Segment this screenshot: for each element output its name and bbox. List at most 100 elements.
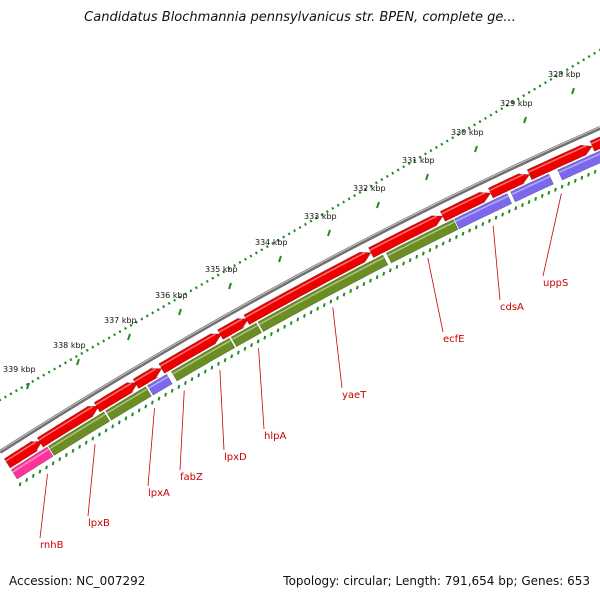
ruler-dot (3, 395, 7, 399)
ruler-dot (418, 155, 422, 159)
inner-tick (580, 175, 584, 180)
gene-labels: uppS cdsA ecfE yaeT hlpA lpxD fabZ lpxA lpxB rnhB (39, 193, 568, 551)
ruler-dot (576, 61, 580, 65)
inner-tick (336, 296, 339, 301)
inner-tick (65, 453, 68, 457)
ruler-dot (456, 132, 460, 137)
ruler-dot (336, 203, 340, 207)
ruler-dot (298, 225, 302, 230)
ruler-dot (320, 213, 324, 217)
ruler-dot (396, 168, 400, 172)
ruler-dot (14, 389, 18, 393)
gene-label-lpxD: lpxD (224, 452, 247, 463)
ruler-dot (227, 267, 231, 271)
inner-tick (289, 321, 293, 326)
ruler-dot (140, 317, 144, 321)
ruler-dot (407, 161, 411, 166)
inner-tick (468, 228, 471, 233)
ruler-dot (9, 392, 13, 396)
segment-highlight (232, 324, 258, 341)
inner-tick (593, 169, 597, 174)
cds-arrow (439, 191, 492, 222)
ruler-dot (0, 398, 2, 402)
ruler-dot (113, 333, 117, 337)
ruler-dot (69, 358, 73, 362)
ruler-dot (145, 314, 149, 318)
ruler-dot (271, 241, 275, 245)
leader-line (39, 473, 48, 539)
ruler-dot (473, 123, 477, 127)
ruler-dot (36, 376, 40, 380)
ruler-dot (445, 139, 449, 143)
ruler-dot (276, 238, 280, 242)
ruler-dot (107, 336, 111, 340)
ruler-dot (483, 116, 487, 120)
inner-tick (342, 292, 346, 297)
inner-tick (58, 457, 62, 462)
ruler-dot (129, 323, 133, 327)
inner-tick (567, 181, 571, 186)
ruler-dot (42, 373, 46, 377)
ruler-dot (358, 190, 362, 194)
ruler-dot (134, 320, 138, 324)
ruler-dot (85, 348, 89, 352)
ruler-dot (325, 210, 329, 214)
genome-stats: Topology: circular; Length: 791,654 bp; … (283, 574, 590, 588)
ruler-dot (189, 289, 193, 293)
ruler-dot (511, 100, 515, 104)
ruler-dot (265, 245, 269, 249)
cds-arrow (487, 172, 531, 199)
ruler-dot (374, 181, 378, 185)
feature-segment (47, 411, 111, 456)
inner-tick (84, 440, 88, 445)
gene-label-fabZ: fabZ (180, 472, 203, 483)
ruler-dot (413, 158, 417, 162)
inner-tick (501, 212, 505, 217)
inner-tick (184, 381, 187, 385)
inner-tick (329, 299, 333, 304)
accession-text: Accession: NC_007292 (9, 574, 146, 588)
ruler-dot (451, 136, 455, 140)
ruler-major-tick (228, 282, 232, 290)
ruler-dot (156, 308, 160, 312)
inner-tick (250, 343, 253, 348)
inner-tick (402, 261, 405, 266)
ruler-label: 330 kbp (451, 128, 484, 137)
ruler-dot (467, 126, 471, 130)
ruler-dot (314, 216, 318, 220)
ruler-dot (549, 77, 553, 81)
segment-highlight (106, 388, 148, 414)
leader-line (219, 369, 225, 451)
ruler-dot (429, 149, 433, 153)
inner-tick (217, 361, 220, 366)
segment-highlight (218, 318, 243, 333)
ruler-labels: 328 kbp 329 kbp 330 kbp 331 kbp 332 kbp 333 k… (3, 70, 581, 374)
ruler-dot (80, 351, 84, 355)
segment-highlight (527, 145, 587, 173)
feature-track (10, 150, 600, 480)
inner-tick (415, 254, 419, 259)
inner-ticks (18, 169, 597, 487)
ruler-dot (571, 64, 575, 68)
segment-highlight (387, 221, 455, 257)
ruler-label: 339 kbp (3, 365, 36, 374)
feature-segment (257, 254, 389, 333)
inner-tick (382, 271, 386, 276)
inner-tick (190, 377, 194, 382)
feature-segment (385, 219, 459, 264)
dotted-ruler-arc (0, 48, 600, 402)
ruler-label: 328 kbp (548, 70, 581, 79)
feature-segment (454, 193, 513, 230)
ruler-label: 332 kbp (353, 184, 386, 193)
ruler-dot (554, 74, 558, 78)
inner-tick (554, 187, 557, 192)
ruler-ticks (26, 87, 575, 390)
ruler-dot (287, 232, 291, 236)
inner-tick (263, 335, 267, 340)
ruler-dot (31, 379, 35, 383)
segment-highlight (369, 215, 438, 251)
ruler-major-tick (376, 201, 380, 209)
ruler-major-tick (523, 116, 527, 124)
inner-tick (422, 251, 425, 256)
